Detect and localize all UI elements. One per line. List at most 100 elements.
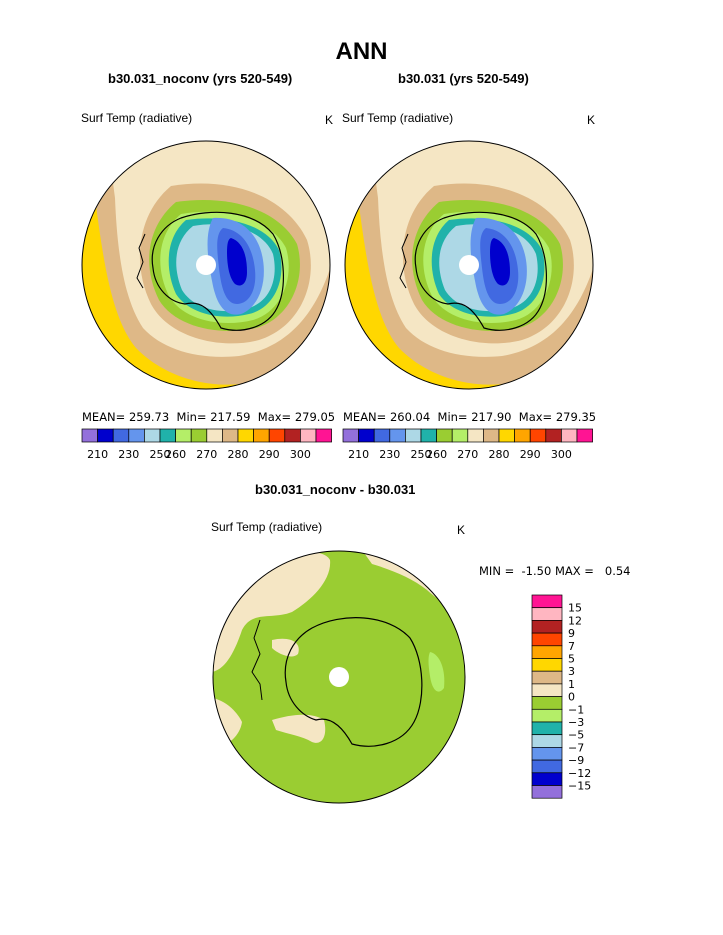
max-label: Max= (257, 410, 292, 424)
panel-2-stats: MEAN= 260.04 Min= 217.90 Max= 279.35 (343, 410, 596, 424)
colorbar-swatch (576, 428, 593, 443)
panel-2-variable: Surf Temp (radiative) (342, 111, 454, 125)
panel-2-units: K (587, 113, 596, 127)
colorbar-swatch (498, 428, 515, 443)
diff-max-value: 0.54 (604, 564, 631, 578)
panel-1-units: K (325, 113, 334, 127)
colorbar-swatch (531, 708, 563, 723)
colorbar-swatch (531, 785, 563, 799)
colorbar-swatch (342, 428, 359, 443)
colorbar-tick-label: −3 (568, 716, 584, 729)
diff-max-label: MAX = (554, 564, 594, 578)
colorbar-tick-label: 260 (426, 448, 447, 461)
colorbar-swatch (97, 428, 114, 443)
peninsula-outline (136, 233, 146, 289)
colorbar-swatch (315, 428, 332, 443)
peninsula-outline (251, 619, 263, 701)
colorbar-swatch (451, 428, 469, 443)
colorbar-tick-label: 230 (379, 448, 400, 461)
diff-title: b30.031_noconv - b30.031 (255, 482, 416, 497)
colorbar-swatch (144, 428, 161, 443)
colorbar-swatch (237, 428, 254, 443)
max-value: 279.35 (555, 410, 597, 424)
colorbar-swatch (531, 696, 563, 710)
colorbar-swatch (159, 428, 176, 443)
colorbar-tick-label: 7 (568, 640, 575, 653)
colorbar-swatch (358, 428, 375, 443)
colorbar-swatch (531, 683, 563, 697)
panel-1-variable: Surf Temp (radiative) (81, 111, 193, 125)
colorbar-tick-label: 15 (568, 602, 582, 615)
coastline (284, 617, 423, 747)
mean-label: MEAN= (343, 410, 387, 424)
colorbar-tick-label: 300 (290, 448, 311, 461)
diff-min-label: MIN = (479, 564, 515, 578)
contour-minus3-minus1 (428, 652, 445, 692)
colorbar-swatch (531, 645, 563, 659)
pole-hole (459, 255, 479, 275)
colorbar-swatch (531, 721, 563, 736)
colorbar-tick-label: 270 (457, 448, 478, 461)
panel-2-map (344, 140, 594, 390)
colorbar-swatch (389, 428, 406, 443)
colorbar-tick-label: 1 (568, 678, 575, 691)
colorbar-swatch (420, 428, 437, 443)
colorbar-tick-label: −12 (568, 767, 591, 780)
colorbar-tick-label: 270 (196, 448, 217, 461)
contour-215-225 (227, 238, 247, 286)
colorbar-swatch (531, 658, 563, 672)
colorbar-swatch (405, 428, 422, 443)
colorbar-swatch (531, 759, 563, 774)
coastline (414, 211, 547, 331)
colorbar-tick-label: 260 (165, 448, 186, 461)
contour-215-225 (490, 238, 510, 286)
colorbar-tick-label: 290 (259, 448, 280, 461)
colorbar-swatch (175, 428, 192, 443)
colorbar-swatch (531, 670, 563, 685)
contour-0-1-weddell (272, 714, 326, 743)
colorbar-swatch (531, 607, 563, 621)
mean-label: MEAN= (82, 410, 126, 424)
colorbar-tick-label: 250 (150, 448, 171, 461)
colorbar-tick-label: 280 (228, 448, 249, 461)
diff-minmax: MIN = -1.50 MAX = 0.54 (479, 564, 631, 578)
min-label: Min= (437, 410, 468, 424)
colorbar-swatch (545, 428, 562, 443)
colorbar-tick-label: 210 (87, 448, 108, 461)
colorbar-swatch (206, 428, 223, 443)
colorbar-tick-label: −15 (568, 780, 591, 793)
min-value: 217.59 (210, 410, 251, 424)
colorbar-tick-label: 9 (568, 627, 575, 640)
colorbar-swatch (373, 428, 391, 443)
colorbar-swatch (531, 620, 563, 634)
colorbar-tick-label: 300 (551, 448, 572, 461)
colorbar-swatch (531, 772, 563, 786)
panel-1-map (81, 140, 331, 390)
pole-hole (196, 255, 216, 275)
colorbar-tick-label: 250 (411, 448, 432, 461)
colorbar-swatch (253, 428, 270, 443)
colorbar-swatch (467, 428, 484, 443)
colorbar-tick-label: 210 (348, 448, 369, 461)
panel-1-stats: MEAN= 259.73 Min= 217.59 Max= 279.05 (82, 410, 335, 424)
colorbar-swatch (531, 632, 563, 647)
mean-value: 259.73 (128, 410, 170, 424)
colorbar-tick-label: 0 (568, 691, 575, 704)
mean-value: 260.04 (389, 410, 431, 424)
diff-units: K (457, 523, 466, 537)
diff-variable: Surf Temp (radiative) (211, 520, 323, 534)
diff-min-value: -1.50 (521, 564, 552, 578)
colorbar-swatch (514, 428, 531, 443)
colorbar-tick-label: 280 (489, 448, 510, 461)
colorbar-tick-label: −7 (568, 741, 584, 754)
max-value: 279.05 (294, 410, 336, 424)
figure-title: ANN (335, 38, 388, 65)
panel-1-case-title: b30.031_noconv (yrs 520-549) (108, 71, 293, 86)
pole-hole (329, 667, 349, 687)
colorbar-swatch (222, 428, 239, 443)
colorbar-swatch (190, 428, 208, 443)
colorbar-swatch (436, 428, 453, 443)
